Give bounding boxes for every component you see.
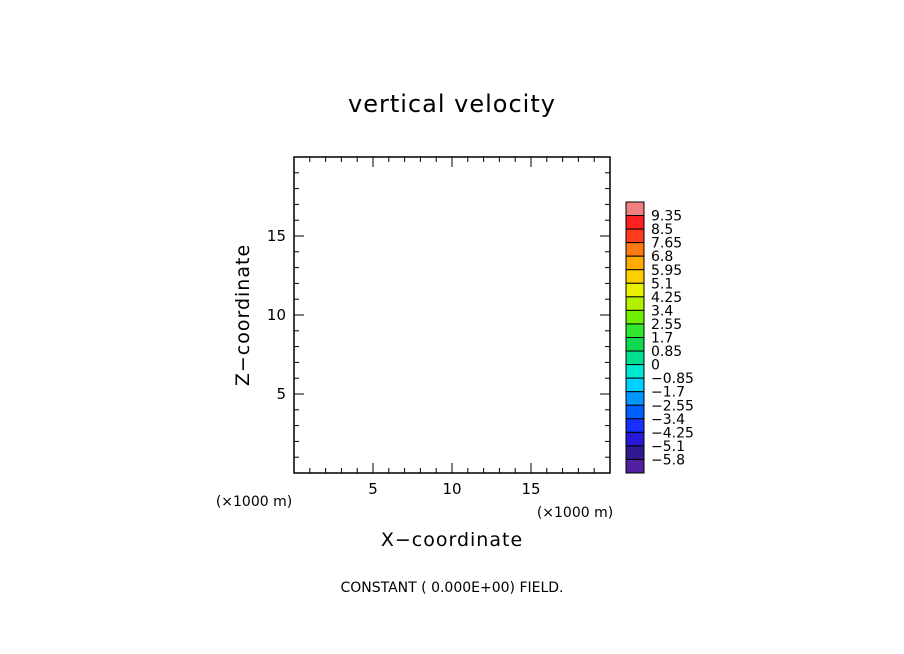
colorbar-swatch — [625, 445, 645, 460]
colorbar-label: −0.85 — [651, 371, 694, 387]
x-axis-label: X−coordinate — [381, 529, 523, 551]
colorbar-label: 0.85 — [651, 344, 682, 360]
y-tick-label: 10 — [267, 306, 286, 324]
colorbar-swatch — [625, 201, 645, 217]
y-axis-label: Z−coordinate — [232, 244, 254, 386]
colorbar-swatch — [625, 377, 645, 393]
colorbar-label: −1.7 — [651, 385, 685, 401]
colorbar-swatch — [625, 255, 645, 271]
colorbar-swatch — [625, 323, 645, 339]
colorbar-swatch — [625, 282, 645, 298]
colorbar-label: 4.25 — [651, 290, 682, 306]
y-tick-label: 5 — [276, 385, 286, 403]
x-tick-label: 5 — [368, 480, 378, 498]
colorbar-swatch — [625, 228, 645, 244]
colorbar-label: 0 — [651, 358, 660, 374]
y-axis-unit: (×1000 m) — [216, 494, 292, 510]
field-note: CONSTANT ( 0.000E+00) FIELD. — [340, 580, 563, 596]
colorbar-swatch — [625, 404, 645, 420]
colorbar-swatch — [625, 337, 645, 352]
x-tick-label: 15 — [521, 480, 540, 498]
colorbar-swatch — [625, 296, 645, 311]
y-tick-label: 15 — [267, 227, 286, 245]
colorbar-swatch — [625, 309, 645, 325]
plot-frame — [293, 156, 611, 474]
colorbar-label: 1.7 — [651, 331, 673, 347]
colorbar-swatch — [625, 269, 645, 284]
colorbar-swatch — [625, 364, 645, 379]
colorbar-swatch — [625, 418, 645, 433]
colorbar-swatch — [625, 242, 645, 257]
colorbar-label: 5.95 — [651, 263, 682, 279]
chart-title: vertical velocity — [348, 90, 556, 118]
x-tick-label: 10 — [442, 480, 461, 498]
colorbar-label: −5.1 — [651, 439, 685, 455]
colorbar-label: 6.8 — [651, 249, 673, 265]
colorbar-label: 8.5 — [651, 222, 673, 238]
colorbar-label: 9.35 — [651, 209, 682, 225]
colorbar-label: 3.4 — [651, 303, 673, 319]
colorbar-label: 5.1 — [651, 276, 673, 292]
colorbar-swatch — [625, 458, 645, 474]
colorbar-label: −2.55 — [651, 398, 694, 414]
colorbar-swatch — [625, 215, 645, 230]
colorbar: 9.358.57.656.85.955.14.253.42.551.70.850… — [625, 201, 694, 474]
colorbar-label: 7.65 — [651, 236, 682, 252]
colorbar-swatch — [625, 391, 645, 406]
colorbar-label: −5.8 — [651, 452, 685, 468]
colorbar-swatch — [625, 431, 645, 447]
colorbar-label: 2.55 — [651, 317, 682, 333]
colorbar-label: −3.4 — [651, 412, 685, 428]
colorbar-label: −4.25 — [651, 425, 694, 441]
x-axis-unit: (×1000 m) — [537, 505, 613, 521]
axis-ticks — [294, 157, 610, 473]
colorbar-swatch — [625, 350, 645, 366]
